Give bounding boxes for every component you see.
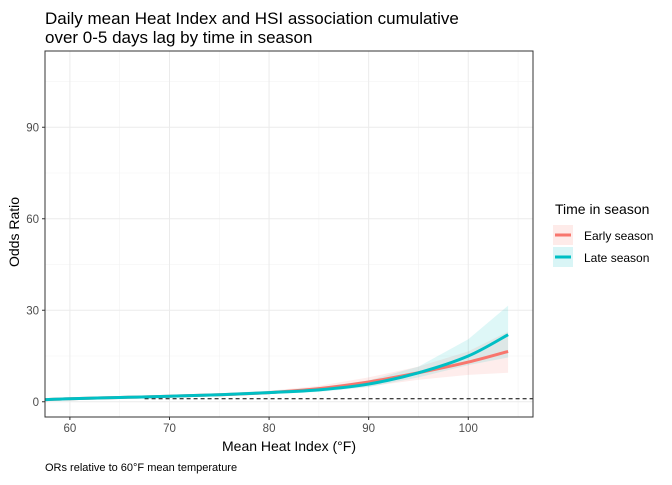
y-tick-label: 90	[26, 122, 39, 134]
x-tick-label: 70	[163, 423, 176, 435]
x-axis-label: Mean Heat Index (°F)	[222, 438, 356, 454]
major-gridlines	[45, 51, 533, 417]
plot-panel-border	[44, 50, 534, 418]
chart-title-line-1: Daily mean Heat Index and HSI associatio…	[45, 9, 459, 28]
y-axis-label: Odds Ratio	[6, 197, 22, 267]
x-tick-label: 90	[362, 423, 375, 435]
legend-item-late-season: Late season	[553, 247, 649, 267]
legend-item-early-season: Early season	[553, 225, 653, 245]
legend-title: Time in season	[555, 201, 649, 217]
y-tick-label: 60	[26, 214, 39, 226]
legend-label-early-season: Early season	[584, 229, 653, 243]
y-tick-label: 0	[33, 397, 39, 409]
legend-label-late-season: Late season	[584, 251, 649, 265]
ci-ribbon-early-season	[45, 331, 509, 401]
series-line-late-season	[44, 333, 509, 402]
x-tick-label: 80	[263, 423, 276, 435]
series-lines	[44, 333, 509, 402]
chart-caption: ORs relative to 60°F mean temperature	[45, 462, 237, 474]
legend: Time in season Early season Late season	[553, 201, 653, 267]
y-axis-ticks: 0 30 60 90	[26, 122, 45, 409]
chart-title-line-2: over 0-5 days lag by time in season	[45, 28, 312, 47]
y-tick-label: 30	[26, 305, 39, 317]
x-tick-label: 60	[63, 423, 76, 435]
x-axis-ticks: 60 70 80 90 100	[63, 417, 478, 435]
x-tick-label: 100	[459, 423, 478, 435]
minor-gridlines	[45, 51, 533, 417]
